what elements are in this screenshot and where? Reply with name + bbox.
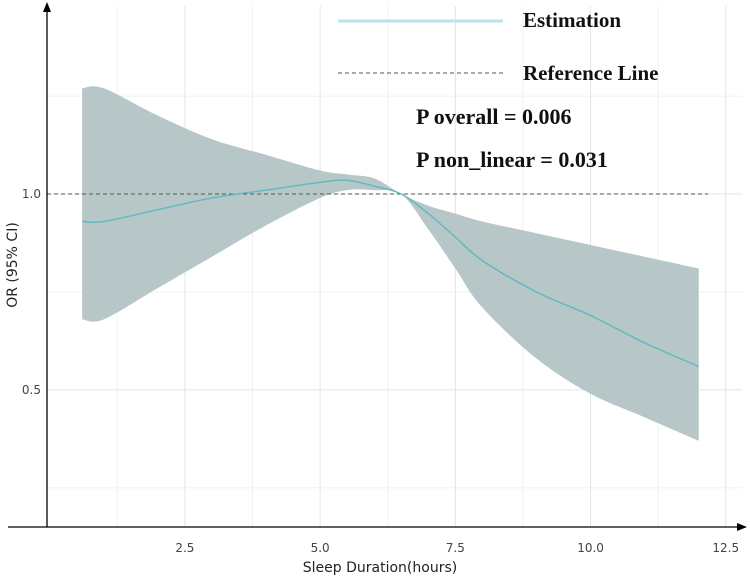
p-nonlinear-annotation: P non_linear = 0.031 [416,147,608,172]
x-tick-label: 7.5 [446,541,465,555]
legend-estimation-label: Estimation [523,8,621,32]
legend-reference-label: Reference Line [523,61,658,85]
estimation-line [82,179,700,368]
y-tick-label: 0.5 [22,383,41,397]
x-tick-label: 2.5 [175,541,194,555]
p-overall-annotation: P overall = 0.006 [416,104,572,129]
x-tick-label: 10.0 [577,541,604,555]
x-tick-labels: 2.5 5.0 7.5 10.0 12.5 [175,541,739,555]
x-tick-label: 12.5 [712,541,739,555]
y-axis-label: OR (95% CI) [5,222,21,308]
x-axis-label: Sleep Duration(hours) [303,560,457,576]
axes [8,2,747,531]
y-axis-arrow [43,2,51,12]
legend: Estimation Reference Line [338,8,658,85]
confidence-band [82,86,699,441]
y-tick-labels: 0.5 1.0 [22,187,41,397]
x-tick-label: 5.0 [311,541,330,555]
x-axis-arrow [737,523,747,531]
y-tick-label: 1.0 [22,187,41,201]
